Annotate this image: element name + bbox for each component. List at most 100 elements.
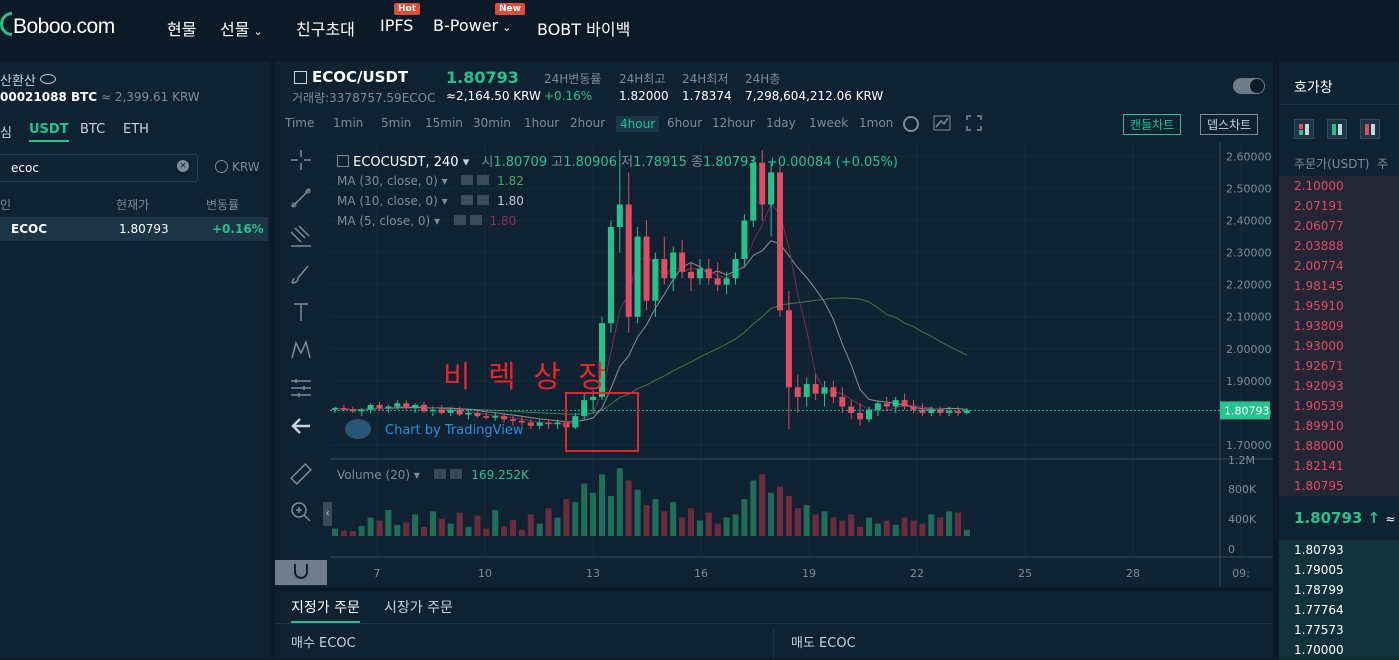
bid-row[interactable]: 1.78799: [1279, 580, 1399, 600]
ask-row[interactable]: 1.88000: [1279, 436, 1399, 456]
indicator-icon[interactable]: [933, 115, 951, 131]
candle-body: [634, 236, 641, 317]
ask-row[interactable]: 1.92093: [1279, 376, 1399, 396]
layout-bids-icon[interactable]: [1327, 119, 1347, 139]
tf-30min[interactable]: 30min: [473, 116, 511, 130]
ask-row[interactable]: 2.06077: [1279, 216, 1399, 236]
ruler-icon[interactable]: [289, 462, 313, 486]
volume-bar: [429, 511, 436, 536]
eye-icon[interactable]: [40, 74, 57, 84]
tf-6hour[interactable]: 6hour: [667, 116, 703, 130]
layout-asks-icon[interactable]: [1360, 119, 1380, 139]
candle-body: [332, 408, 338, 410]
candle-body: [741, 220, 748, 260]
candle-chart-button[interactable]: 캔들차트: [1123, 114, 1182, 135]
tab-limit-order[interactable]: 지정가 주문: [291, 597, 360, 623]
crosshair-icon[interactable]: [289, 148, 313, 172]
chart-canvas[interactable]: 2.60000 2.50000 2.40000 2.30000 2.20000 2.100…: [330, 142, 1273, 587]
tf-1hour[interactable]: 1hour: [524, 116, 560, 130]
tab-market-order[interactable]: 시장가 주문: [384, 600, 453, 616]
bid-row[interactable]: 1.70000: [1279, 640, 1399, 660]
ask-row[interactable]: 2.00774: [1279, 256, 1399, 276]
volume-bar: [803, 505, 810, 536]
ask-row[interactable]: 1.90539: [1279, 396, 1399, 416]
tf-1week[interactable]: 1week: [809, 116, 849, 130]
chart-panel: ECOC/USDT 거래량:3378757.59ECOC 1.80793 ≈2,…: [275, 62, 1273, 587]
ask-row[interactable]: 1.95910: [1279, 296, 1399, 316]
ask-row[interactable]: 1.98145: [1279, 276, 1399, 296]
depth-chart-button[interactable]: 뎁스차트: [1200, 114, 1259, 135]
ask-row[interactable]: 2.10000: [1279, 176, 1399, 196]
candle-body: [527, 422, 534, 426]
ask-row[interactable]: 1.80795: [1279, 476, 1399, 496]
low-value: 1.78374: [682, 89, 732, 103]
candle-body: [750, 162, 757, 221]
fib-icon[interactable]: [289, 224, 313, 248]
tf-1mon[interactable]: 1mon: [859, 116, 894, 130]
search-input[interactable]: ecoc ×: [0, 154, 198, 182]
nav-spot[interactable]: 현물: [167, 20, 197, 39]
volume-bar: [340, 530, 347, 536]
bid-row[interactable]: 1.80793: [1279, 540, 1399, 560]
nav-futures[interactable]: 선물 ⌄: [220, 20, 263, 39]
tf-1day[interactable]: 1day: [766, 116, 796, 130]
tab-favorite[interactable]: 심: [0, 126, 12, 141]
text-icon[interactable]: [289, 300, 313, 324]
tf-5min[interactable]: 5min: [381, 116, 412, 130]
ask-row[interactable]: 1.92671: [1279, 356, 1399, 376]
tf-1min[interactable]: 1min: [333, 116, 364, 130]
settings-icon[interactable]: [433, 469, 446, 479]
tf-15min[interactable]: 15min: [425, 116, 463, 130]
zoom-icon[interactable]: [289, 500, 313, 524]
nav-ipfs[interactable]: IPFS Hot: [380, 3, 421, 35]
date-tick: 28: [1126, 567, 1140, 580]
settings-icon[interactable]: [461, 175, 474, 185]
ask-row[interactable]: 1.93809: [1279, 316, 1399, 336]
back-arrow-icon[interactable]: [289, 414, 313, 438]
tf-2hour[interactable]: 2hour: [570, 116, 606, 130]
nav-invite[interactable]: 친구초대: [296, 20, 355, 39]
close-icon[interactable]: [477, 175, 490, 185]
nav-bobt-buyback[interactable]: BOBT 바이백: [537, 20, 631, 39]
volume-bar: [501, 526, 508, 536]
tab-usdt[interactable]: USDT: [29, 122, 69, 142]
magnet-button[interactable]: [275, 560, 327, 585]
tab-btc[interactable]: BTC: [80, 122, 106, 137]
tab-eth[interactable]: ETH: [123, 122, 149, 137]
fullscreen-icon[interactable]: [966, 115, 982, 131]
ask-row[interactable]: 1.82141: [1279, 456, 1399, 476]
layout-both-icon[interactable]: [1294, 119, 1314, 139]
candle-body: [616, 204, 623, 227]
tf-4hour[interactable]: 4hour: [616, 116, 660, 132]
chevron-down-icon[interactable]: ▾: [462, 155, 470, 170]
divider: [1279, 104, 1399, 105]
tf-time[interactable]: Time: [285, 116, 315, 130]
collapse-toolbar-button[interactable]: ‹: [323, 502, 332, 526]
ask-row[interactable]: 1.89910: [1279, 416, 1399, 436]
ask-row[interactable]: 2.03888: [1279, 236, 1399, 256]
logo[interactable]: Boboo.com: [0, 12, 115, 39]
trendline-icon[interactable]: [289, 186, 313, 210]
settings-icon[interactable]: [461, 195, 474, 205]
close-icon[interactable]: [469, 215, 482, 225]
currency-toggle[interactable]: KRW: [215, 160, 260, 174]
volume-bar: [741, 499, 748, 536]
tf-12hour[interactable]: 12hour: [712, 116, 755, 130]
pattern-icon[interactable]: [289, 338, 313, 362]
collapse-icon[interactable]: [337, 155, 349, 167]
settings-icon[interactable]: [903, 116, 919, 132]
settings-icon[interactable]: [453, 215, 466, 225]
prediction-icon[interactable]: [289, 376, 313, 400]
clear-icon[interactable]: ×: [177, 160, 189, 172]
ask-row[interactable]: 1.93000: [1279, 336, 1399, 356]
bid-row[interactable]: 1.79005: [1279, 560, 1399, 580]
brush-icon[interactable]: [289, 262, 313, 286]
ask-row[interactable]: 2.07191: [1279, 196, 1399, 216]
market-row[interactable]: ECOC 1.80793 +0.16%: [0, 217, 268, 241]
close-icon[interactable]: [449, 469, 462, 479]
theme-toggle[interactable]: [1233, 78, 1265, 94]
bid-row[interactable]: 1.77573: [1279, 620, 1399, 640]
bid-row[interactable]: 1.77764: [1279, 600, 1399, 620]
nav-bpower[interactable]: B-Power ⌄ New: [433, 3, 525, 35]
close-icon[interactable]: [477, 195, 490, 205]
